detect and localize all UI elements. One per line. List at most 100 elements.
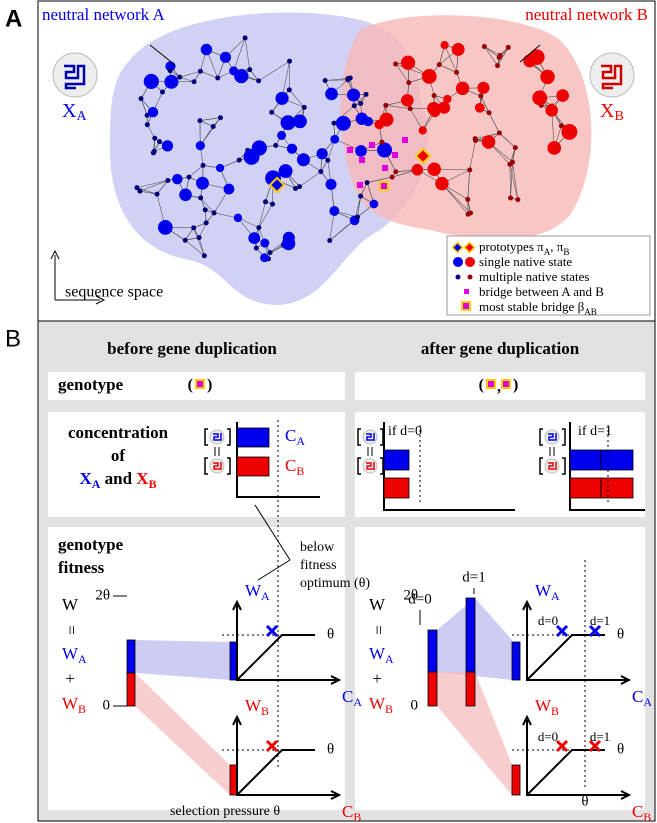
node <box>451 42 465 56</box>
bar <box>229 764 238 796</box>
node <box>318 169 324 175</box>
edge <box>198 222 207 238</box>
condition-label: if d=0 <box>388 424 422 439</box>
edge <box>509 164 519 200</box>
node <box>293 114 307 129</box>
theta: θ <box>581 793 588 809</box>
text-part: C <box>632 687 643 706</box>
bridge-node <box>392 152 398 158</box>
node <box>280 115 296 131</box>
paren: ) <box>513 377 518 394</box>
node <box>379 139 385 145</box>
node <box>179 188 192 202</box>
paren: ( <box>479 377 484 394</box>
edge <box>185 239 205 256</box>
line <box>232 599 342 685</box>
legend-marker <box>463 241 476 254</box>
node <box>316 148 328 160</box>
text-part: , π <box>550 239 564 254</box>
edge <box>136 180 168 188</box>
subscript: A <box>551 589 560 603</box>
node <box>182 237 188 243</box>
node <box>523 54 537 68</box>
bar <box>427 629 438 673</box>
edge <box>488 112 500 134</box>
node <box>477 81 490 94</box>
cell <box>48 412 345 517</box>
text-part: single native state <box>479 254 572 269</box>
w-label: WB <box>62 694 86 716</box>
fold-b <box>601 64 623 90</box>
line <box>232 714 342 800</box>
marker-x <box>588 624 602 638</box>
line <box>522 714 632 800</box>
subscript: B <box>385 702 393 716</box>
network <box>134 35 578 263</box>
text-part: most stable bridge β <box>479 299 585 314</box>
bridge-node <box>359 157 365 163</box>
edge <box>510 162 513 199</box>
edge <box>512 162 519 200</box>
legend-marker <box>453 257 463 267</box>
fold-a <box>64 64 86 90</box>
w-label: WA <box>245 581 270 603</box>
bridge-node <box>347 147 353 153</box>
node <box>364 180 370 186</box>
node <box>358 100 364 106</box>
w-label: WA <box>62 644 87 666</box>
species-label: XA <box>62 100 87 125</box>
node <box>330 134 340 144</box>
network-title: neutral network A <box>42 5 165 24</box>
pointer <box>519 44 541 63</box>
node <box>481 44 487 50</box>
prototype-a <box>268 176 286 194</box>
line <box>539 428 566 446</box>
edge <box>193 227 205 256</box>
bar <box>383 477 410 499</box>
text-part: W <box>245 581 262 600</box>
w-label: WB <box>535 696 559 718</box>
c-label: CA <box>342 687 362 709</box>
node <box>358 193 364 199</box>
subscript: B <box>261 704 269 718</box>
axes-arrow <box>54 255 100 301</box>
legend-entry: single native state <box>479 254 572 269</box>
node <box>201 253 207 259</box>
text-part: W <box>535 696 552 715</box>
subscript: B <box>643 810 651 823</box>
column-header: after gene duplication <box>421 339 580 358</box>
node <box>167 68 173 74</box>
legend-marker <box>465 257 475 267</box>
node <box>160 89 166 95</box>
node <box>196 235 202 241</box>
node <box>421 69 437 84</box>
bridge-node <box>369 142 375 148</box>
line <box>549 447 555 456</box>
line <box>548 433 557 441</box>
row-label: genotype <box>58 535 124 554</box>
line <box>236 749 315 796</box>
paren: ) <box>207 377 212 394</box>
node <box>152 135 158 141</box>
marker-x <box>265 624 279 638</box>
legend-marker <box>461 301 471 311</box>
paren: ( <box>188 377 193 394</box>
row-label: fitness <box>58 558 105 577</box>
node <box>263 199 269 205</box>
bar <box>465 597 476 673</box>
text-part: C <box>632 802 643 821</box>
node <box>154 191 160 197</box>
node <box>210 123 216 129</box>
text-part: W <box>62 694 79 713</box>
subscript: A <box>353 695 362 709</box>
annotation: fitness <box>300 558 337 573</box>
node <box>248 232 261 244</box>
edge <box>200 197 215 214</box>
line <box>367 447 373 456</box>
row-label: of <box>111 446 126 465</box>
panel-b-graphics <box>113 420 645 800</box>
edge <box>139 180 168 192</box>
node <box>467 167 473 173</box>
theta: θ <box>617 626 624 642</box>
node <box>411 164 424 176</box>
